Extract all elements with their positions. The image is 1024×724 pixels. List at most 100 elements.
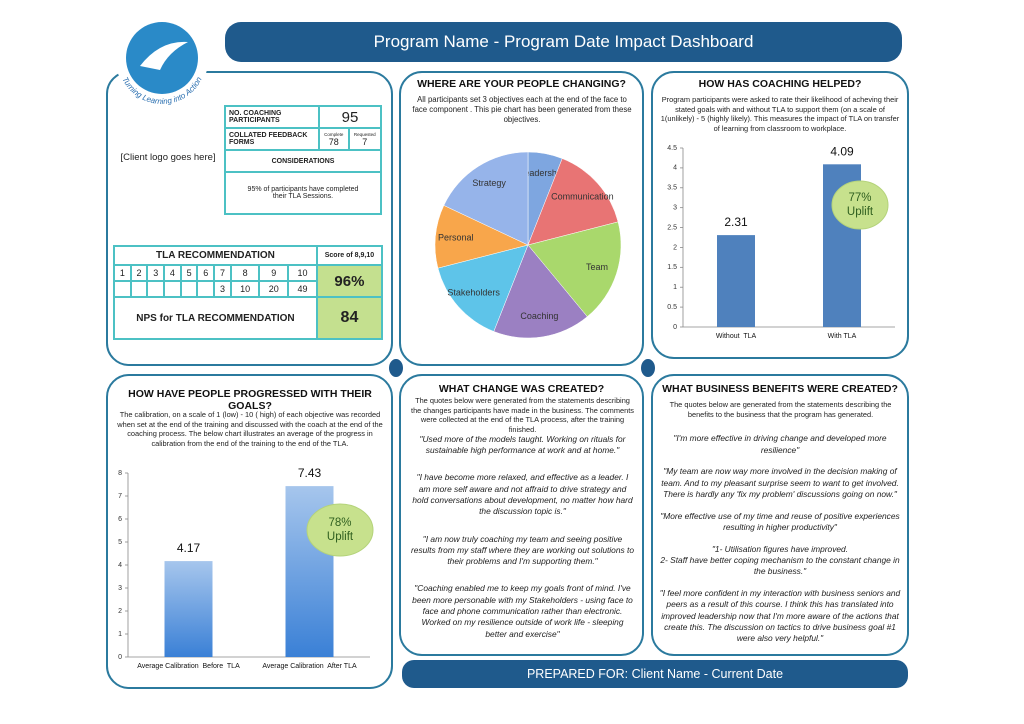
y-tick-label: 2 (673, 244, 677, 251)
row: TLA RECOMMENDATION Score of 8,9,10 (113, 245, 384, 266)
annotation-text: 78% (328, 517, 351, 529)
scale-cell: 5 (179, 264, 199, 282)
annotation-bubble (306, 503, 374, 557)
panel-subtitle: All participants set 3 objectives each a… (412, 95, 632, 125)
panel-subtitle: The calibration, on a scale of 1 (low) -… (117, 410, 383, 448)
text: 95% of participants have completed their… (224, 171, 382, 215)
panel (651, 71, 909, 359)
row: NO. COACHING PARTICIPANTS 95 (224, 105, 383, 129)
header-pill (225, 22, 902, 62)
footer-text: PREPARED FOR: Client Name - Current Date (526, 667, 784, 681)
panel-intro: The quotes below were generated from the… (411, 396, 634, 434)
pie-slice (437, 244, 529, 332)
bar (717, 235, 755, 327)
panel (106, 374, 393, 689)
row: NPS for TLA RECOMMENDATION 84 (113, 296, 384, 340)
y-tick-label: 4 (673, 165, 677, 172)
scale-cell: 8 (229, 264, 261, 282)
scale-cell: 4 (163, 264, 182, 282)
value-label: 2.31 (724, 215, 748, 229)
panel-intro: The quotes below are generated from the … (669, 400, 892, 419)
annotation-text: Uplift (847, 206, 874, 218)
slice-label: Coaching (520, 311, 558, 321)
y-tick-label: 8 (118, 470, 122, 477)
y-tick-label: 0 (673, 324, 677, 331)
quote: "I have become more relaxed, and effecti… (412, 472, 633, 517)
x-tick-label: With TLA (828, 333, 857, 340)
annotation-text: Uplift (327, 531, 354, 543)
client-logo-placeholder: [Client logo goes here] (120, 152, 216, 163)
row: 3 10 20 49 (113, 280, 382, 298)
quote: "My team are now way more involved in th… (661, 466, 899, 499)
count-cell (129, 280, 149, 298)
count-cell: 3 (213, 280, 232, 298)
label: COLLATED FEEDBACK FORMS (224, 127, 320, 151)
label: NO. COACHING PARTICIPANTS (224, 105, 320, 129)
y-tick-label: 7 (118, 493, 122, 500)
sub-label: Complete (324, 131, 344, 137)
panel-title: HOW HAS COACHING HELPED? (698, 78, 862, 90)
nps: 84 (315, 296, 384, 340)
row: 95% of participants have completed their… (224, 171, 382, 215)
scale-cell: 7 (213, 264, 232, 282)
panel-title: WHAT BUSINESS BENEFITS WERE CREATED? (662, 383, 898, 395)
cell: Requested 7 (347, 127, 383, 151)
connector-dot (641, 359, 655, 377)
count-cell: 49 (287, 280, 318, 298)
x-tick-label: Without TLA (716, 333, 757, 340)
panel (106, 71, 393, 366)
panel-title: WHAT CHANGE WAS CREATED? (438, 383, 605, 395)
quote: "1- Utilisation figures have improved. 2… (660, 543, 900, 577)
panel-title: WHERE ARE YOUR PEOPLE CHANGING? (417, 78, 626, 90)
y-tick-label: 3.5 (667, 185, 677, 192)
y-tick-label: 0.5 (667, 304, 677, 311)
panel (399, 71, 644, 366)
value-label: 4.17 (177, 541, 201, 555)
y-tick-label: 5 (118, 539, 122, 546)
row: CONSIDERATIONS (224, 149, 382, 173)
row: 1 2 3 4 5 6 7 8 9 10 96% (113, 264, 384, 298)
y-tick-label: 0 (118, 654, 122, 661)
sub-label: Requested (353, 131, 376, 137)
quote: "More effective use of my time and reuse… (660, 510, 900, 532)
y-tick-label: 1 (673, 284, 677, 291)
scale-cell: 3 (146, 264, 166, 282)
bar (164, 561, 213, 657)
logo-figure (140, 41, 188, 70)
value-label: 7.43 (298, 466, 322, 480)
quote: "I am now truly coaching my team and see… (411, 533, 634, 567)
y-tick-label: 4.5 (667, 145, 677, 152)
scale-cell: 10 (287, 264, 318, 282)
annotation-bubble (831, 180, 889, 230)
quote: "I feel more confident in my interaction… (659, 588, 901, 644)
connector-dot (389, 359, 403, 377)
count-cell (146, 280, 166, 298)
cell: Complete 78 (317, 127, 350, 151)
footer-pill (402, 660, 908, 688)
slice-label: Personal (438, 233, 474, 243)
panel-title: HOW HAVE PEOPLE PROGRESSED WITH THEIR GO… (128, 388, 372, 412)
scale-cell: 9 (258, 264, 289, 282)
y-tick-label: 1 (118, 631, 122, 638)
pie-slice (443, 151, 529, 246)
y-tick-label: 2.5 (667, 224, 677, 231)
y-tick-label: 1.5 (667, 264, 677, 271)
quote-list: "Used more of the models taught. Working… (410, 426, 635, 648)
row: COLLATED FEEDBACK FORMS Complete 78 Reque… (224, 127, 383, 151)
slice-label: Stakeholders (447, 287, 500, 297)
quote-list: "I'm more effective in driving change an… (655, 428, 905, 650)
slice-label: Leadership (519, 168, 564, 178)
header-title: Program Name - Program Date Impact Dashb… (373, 32, 754, 51)
nps-label: NPS for TLA RECOMMENDATION (113, 296, 318, 340)
pie-slice (527, 158, 619, 246)
quote: "Used more of the models taught. Working… (419, 433, 626, 456)
value: 95 (317, 105, 383, 129)
scale-cell: 2 (129, 264, 149, 282)
pie-slice (527, 221, 622, 318)
count-cell (113, 280, 132, 298)
slice-label: Team (586, 262, 608, 272)
table-title: TLA RECOMMENDATION (113, 245, 318, 266)
quote: "Coaching enabled me to keep my goals fr… (412, 583, 633, 639)
y-tick-label: 4 (118, 562, 122, 569)
